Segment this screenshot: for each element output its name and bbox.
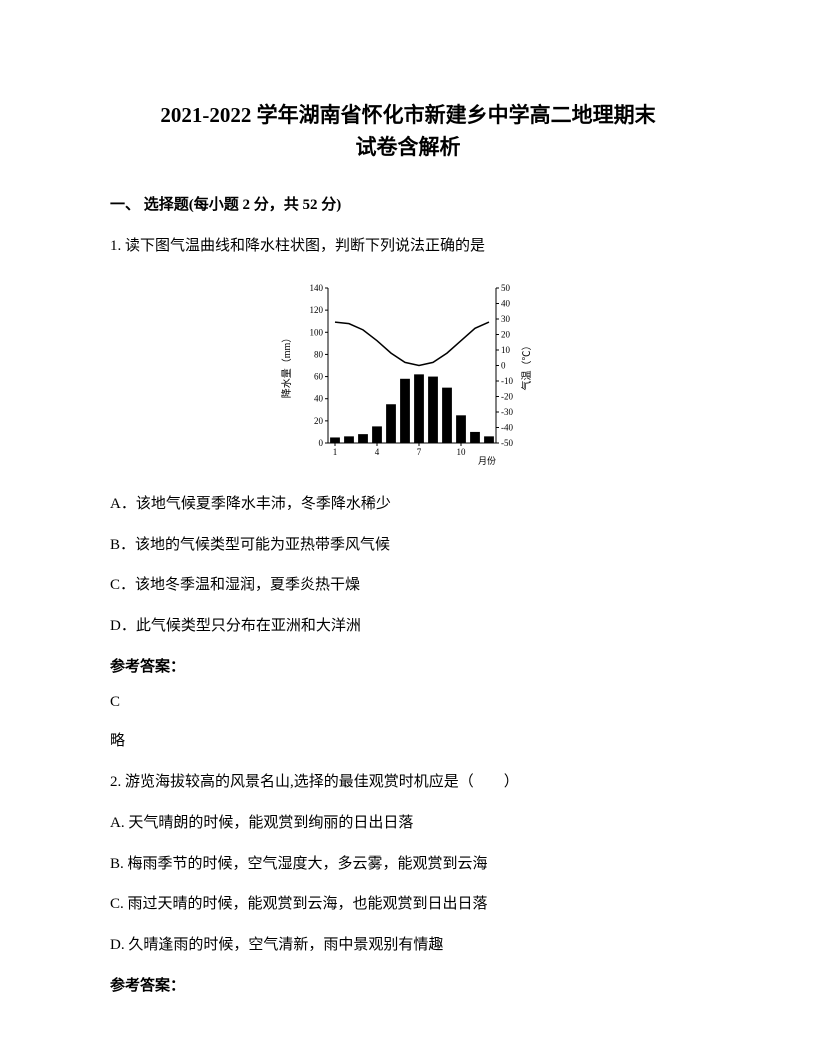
svg-text:40: 40 [314,394,324,404]
title-line-2: 试卷含解析 [110,132,706,164]
svg-text:0: 0 [319,438,324,448]
svg-text:140: 140 [310,283,324,293]
svg-text:10: 10 [501,345,511,355]
svg-text:-40: -40 [501,423,513,433]
svg-text:20: 20 [314,416,324,426]
q1-option-a: A．该地气候夏季降水丰沛，冬季降水稀少 [110,493,706,516]
section-header: 一、 选择题(每小题 2 分，共 52 分) [110,193,706,214]
q1-climate-chart: 020406080100120140-50-40-30-20-100102030… [278,278,538,468]
q1-chart-container: 020406080100120140-50-40-30-20-100102030… [110,278,706,468]
svg-text:50: 50 [501,283,511,293]
svg-text:30: 30 [501,314,511,324]
q1-text: 1. 读下图气温曲线和降水柱状图，判断下列说法正确的是 [110,234,706,258]
q1-comment: 略 [110,729,706,750]
svg-text:月份: 月份 [478,455,496,466]
svg-text:20: 20 [501,330,511,340]
q2-option-b: B. 梅雨季节的时候，空气湿度大，多云雾，能观赏到云海 [110,853,706,876]
svg-text:10: 10 [457,447,467,457]
svg-text:-50: -50 [501,438,513,448]
q1-option-b: B．该地的气候类型可能为亚热带季风气候 [110,534,706,557]
svg-text:120: 120 [310,305,324,315]
svg-text:7: 7 [417,447,422,457]
svg-text:气温（℃）: 气温（℃） [520,341,533,391]
q2-option-a: A. 天气晴朗的时候，能观赏到绚丽的日出日落 [110,812,706,835]
q1-answer-label: 参考答案： [110,655,706,676]
svg-text:降水量（mm）: 降水量（mm） [280,333,293,399]
svg-text:1: 1 [333,447,338,457]
svg-text:100: 100 [310,327,324,337]
q2-text: 2. 游览海拔较高的风景名山,选择的最佳观赏时机应是（ ） [110,770,706,794]
svg-text:-20: -20 [501,392,513,402]
q1-option-c: C．该地冬季温和湿润，夏季炎热干燥 [110,574,706,597]
title-line-1: 2021-2022 学年湖南省怀化市新建乡中学高二地理期末 [110,100,706,132]
svg-text:80: 80 [314,349,324,359]
svg-text:0: 0 [501,361,506,371]
q1-answer: C [110,694,706,711]
svg-text:40: 40 [501,299,511,309]
q1-option-d: D．此气候类型只分布在亚洲和大洋洲 [110,615,706,638]
svg-text:-10: -10 [501,376,513,386]
svg-text:4: 4 [375,447,380,457]
exam-title: 2021-2022 学年湖南省怀化市新建乡中学高二地理期末 试卷含解析 [110,100,706,163]
svg-text:-30: -30 [501,407,513,417]
q2-option-d: D. 久晴逢雨的时候，空气清新，雨中景观别有情趣 [110,934,706,957]
svg-text:60: 60 [314,372,324,382]
q2-option-c: C. 雨过天晴的时候，能观赏到云海，也能观赏到日出日落 [110,893,706,916]
q2-answer-label: 参考答案： [110,974,706,995]
